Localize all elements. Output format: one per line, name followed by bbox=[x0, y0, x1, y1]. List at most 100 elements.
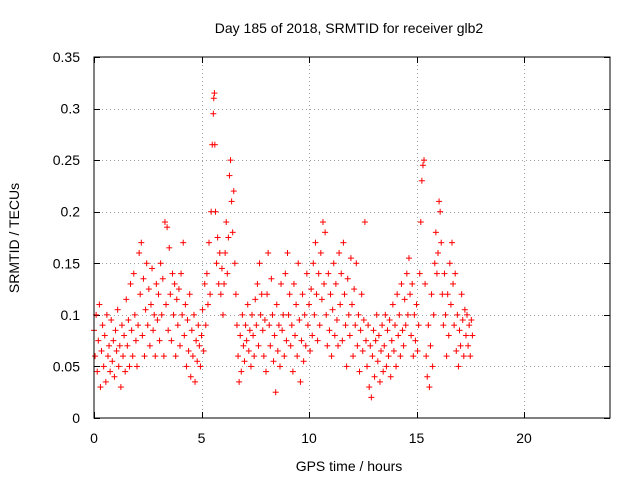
data-point bbox=[237, 332, 244, 339]
data-point bbox=[297, 378, 304, 385]
data-point bbox=[464, 311, 471, 318]
data-point bbox=[317, 249, 324, 256]
data-point bbox=[125, 317, 132, 324]
data-point bbox=[436, 198, 443, 205]
data-point bbox=[121, 332, 128, 339]
data-point bbox=[210, 95, 217, 102]
data-point bbox=[308, 286, 315, 293]
data-point bbox=[130, 270, 137, 277]
data-point bbox=[338, 270, 345, 277]
data-point bbox=[446, 260, 453, 267]
data-point bbox=[167, 291, 174, 298]
data-point bbox=[147, 301, 154, 308]
data-point bbox=[374, 358, 381, 365]
data-point bbox=[131, 311, 138, 318]
y-tick-label: 0.2 bbox=[61, 204, 81, 220]
data-point bbox=[240, 342, 247, 349]
y-axis-label: SRMTID / TECUs bbox=[6, 183, 22, 293]
data-point bbox=[276, 363, 283, 370]
data-point bbox=[268, 275, 275, 282]
data-point bbox=[168, 337, 175, 344]
data-point bbox=[418, 177, 425, 184]
data-point bbox=[238, 368, 245, 375]
data-point bbox=[380, 368, 387, 375]
data-point bbox=[187, 373, 194, 380]
data-point bbox=[315, 270, 322, 277]
data-point bbox=[153, 280, 160, 287]
data-point bbox=[319, 219, 326, 226]
data-point bbox=[435, 249, 441, 256]
data-point bbox=[396, 311, 403, 318]
data-point bbox=[239, 311, 246, 318]
data-point bbox=[298, 337, 305, 344]
data-point bbox=[230, 188, 237, 195]
data-point bbox=[192, 378, 199, 385]
data-point bbox=[404, 311, 411, 318]
data-point bbox=[331, 332, 338, 339]
data-point bbox=[372, 337, 379, 344]
data-point bbox=[283, 337, 290, 344]
data-point bbox=[164, 224, 171, 231]
data-point bbox=[158, 311, 165, 318]
data-point bbox=[356, 368, 363, 375]
data-point bbox=[364, 363, 371, 370]
data-point bbox=[352, 322, 359, 329]
data-point bbox=[469, 332, 476, 339]
data-point bbox=[360, 317, 367, 324]
data-point bbox=[304, 322, 311, 329]
data-point bbox=[264, 291, 271, 298]
data-point bbox=[255, 342, 262, 349]
data-point bbox=[228, 198, 235, 205]
data-point bbox=[115, 363, 122, 370]
data-point bbox=[388, 337, 395, 344]
data-point bbox=[289, 368, 296, 375]
data-point bbox=[169, 270, 176, 277]
data-point bbox=[179, 311, 186, 318]
data-point bbox=[178, 270, 185, 277]
data-point bbox=[154, 317, 161, 324]
data-point bbox=[206, 239, 213, 246]
data-point bbox=[244, 301, 251, 308]
data-point bbox=[207, 291, 214, 298]
data-point bbox=[438, 239, 445, 246]
data-point bbox=[442, 311, 449, 318]
data-point bbox=[362, 337, 369, 344]
data-point bbox=[336, 249, 343, 256]
data-point bbox=[445, 332, 452, 339]
data-point bbox=[263, 368, 269, 375]
data-point bbox=[457, 342, 464, 349]
data-point bbox=[421, 157, 428, 164]
data-point bbox=[114, 306, 121, 313]
data-point bbox=[456, 327, 463, 334]
data-point bbox=[419, 162, 426, 169]
data-point bbox=[313, 291, 320, 298]
y-tick-label: 0.05 bbox=[53, 358, 80, 374]
data-point bbox=[447, 301, 454, 308]
data-point bbox=[267, 342, 274, 349]
data-point bbox=[307, 347, 314, 354]
data-point bbox=[170, 311, 177, 318]
data-point bbox=[96, 301, 103, 308]
data-point bbox=[200, 347, 207, 354]
data-point bbox=[279, 327, 286, 334]
data-point bbox=[346, 332, 353, 339]
data-point bbox=[354, 342, 361, 349]
data-point bbox=[342, 322, 349, 329]
data-point bbox=[402, 322, 409, 329]
data-point bbox=[410, 353, 417, 360]
data-point bbox=[157, 260, 164, 267]
data-point bbox=[215, 280, 222, 287]
data-point bbox=[103, 311, 110, 318]
data-point bbox=[135, 322, 142, 329]
data-point bbox=[424, 373, 431, 380]
data-point bbox=[118, 322, 125, 329]
data-point bbox=[217, 291, 224, 298]
data-point bbox=[386, 317, 393, 324]
data-point bbox=[163, 301, 170, 308]
data-point bbox=[417, 219, 424, 226]
data-point bbox=[382, 311, 389, 318]
data-point bbox=[322, 229, 329, 236]
data-point bbox=[156, 337, 163, 344]
data-point bbox=[358, 291, 365, 298]
data-point bbox=[357, 327, 364, 334]
